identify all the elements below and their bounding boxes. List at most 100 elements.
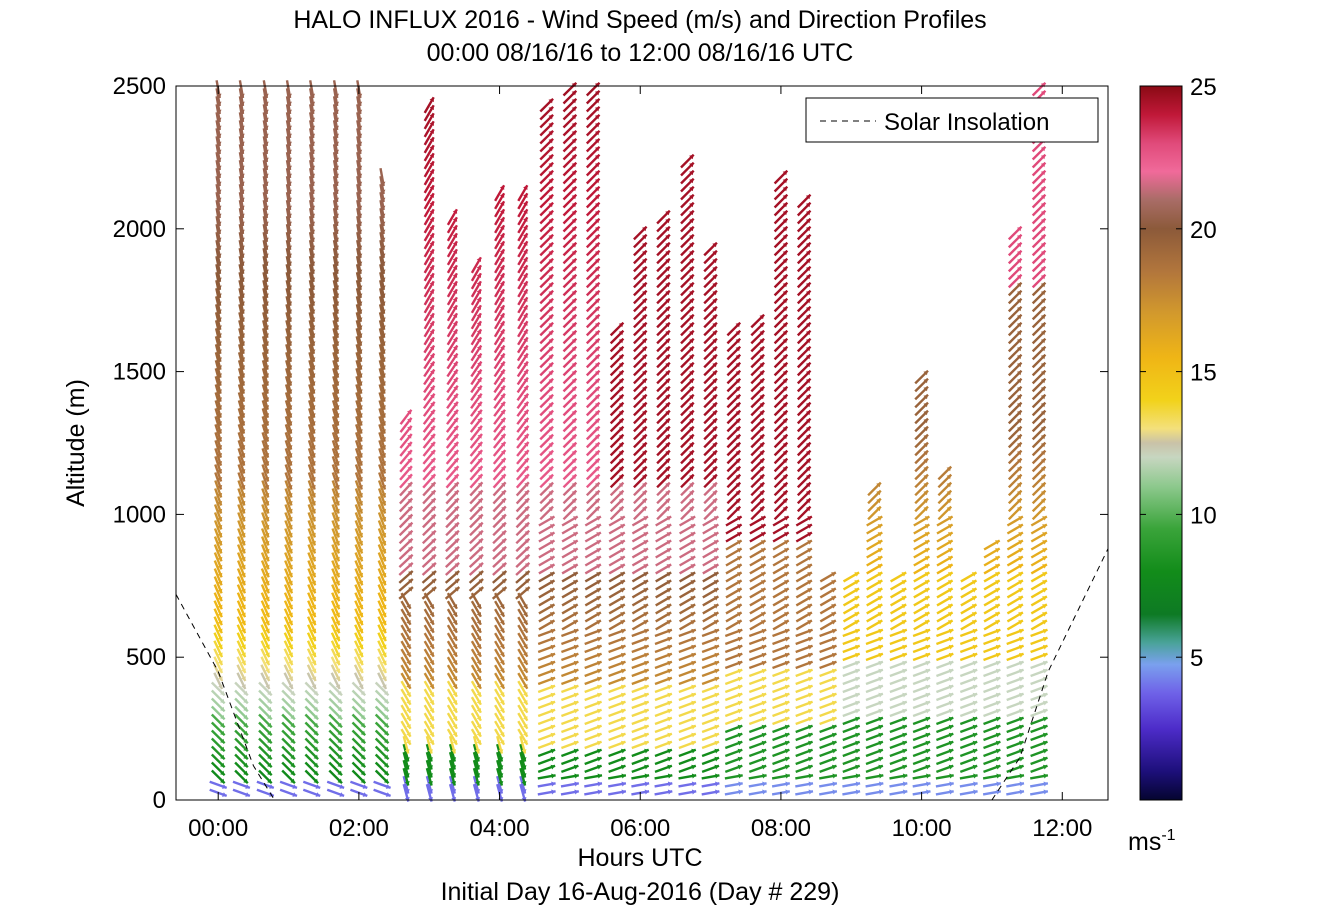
wind-arrow-head: [501, 522, 506, 528]
wind-arrow-head: [712, 378, 717, 384]
wind-arrow-head: [805, 418, 811, 424]
wind-arrow-head: [523, 385, 528, 391]
x-tick-label: 10:00: [892, 815, 952, 842]
wind-arrow-head: [290, 714, 295, 720]
wind-arrow-head: [1040, 178, 1046, 184]
wind-arrow-head: [406, 676, 411, 681]
wind-arrow-head: [618, 386, 624, 392]
wind-arrow-head: [736, 556, 742, 561]
wind-arrow-head: [1019, 781, 1024, 787]
wind-arrow-head: [310, 173, 316, 178]
wind-arrow-head: [923, 434, 928, 440]
wind-arrow-head: [310, 205, 316, 210]
wind-arrow-head: [478, 562, 483, 568]
wind-arrow-head: [404, 789, 410, 794]
wind-arrow-head: [452, 297, 458, 302]
wind-arrow-head: [451, 781, 457, 786]
wind-arrow-head: [310, 125, 316, 130]
wind-arrow-head: [948, 756, 954, 762]
wind-arrow-head: [947, 532, 953, 537]
wind-arrow-head: [267, 778, 272, 784]
wind-arrow-head: [380, 213, 386, 218]
wind-arrow-head: [335, 508, 340, 514]
wind-arrow-head: [310, 149, 316, 154]
wind-arrow-head: [644, 692, 649, 698]
wind-arrow-head: [453, 353, 458, 359]
wind-arrow-head: [665, 418, 670, 424]
wind-arrow-head: [523, 628, 528, 633]
wind-arrow-head: [689, 338, 694, 344]
wind-arrow-head: [712, 258, 717, 264]
wind-arrow-head: [995, 644, 1001, 650]
wind-arrow-head: [429, 329, 434, 335]
wind-arrow-head: [240, 349, 246, 354]
wind-arrow-head: [245, 792, 250, 797]
wind-arrow-head: [334, 245, 339, 250]
wind-arrow-head: [596, 604, 601, 609]
x-axis-label: Hours UTC: [577, 844, 702, 872]
wind-arrow-head: [946, 466, 952, 472]
wind-arrow-head: [805, 386, 811, 392]
wind-arrow-head: [263, 173, 269, 178]
wind-arrow-head: [429, 337, 434, 343]
wind-arrow-head: [594, 322, 600, 328]
wind-arrow-head: [381, 476, 387, 482]
wind-arrow-head: [808, 708, 813, 714]
wind-arrow-head: [782, 378, 788, 384]
wind-arrow-head: [548, 410, 554, 416]
wind-arrow-head: [618, 466, 624, 472]
wind-arrow-head: [311, 564, 316, 570]
wind-arrow-head: [267, 730, 272, 736]
wind-arrow-head: [548, 98, 554, 104]
wind-arrow-head: [665, 378, 670, 384]
wind-arrow-head: [429, 153, 434, 158]
wind-arrow-head: [313, 778, 319, 784]
wind-arrow-head: [712, 266, 717, 272]
colorbar-tick-label: 20: [1190, 217, 1217, 244]
wind-arrow-head: [265, 612, 270, 618]
wind-arrow-head: [923, 490, 928, 496]
wind-arrow-head: [1042, 756, 1048, 762]
wind-arrow-head: [357, 269, 363, 274]
wind-arrow-head: [243, 738, 248, 744]
wind-arrow-head: [667, 732, 672, 738]
wind-arrow-head: [286, 117, 292, 122]
wind-arrow-head: [287, 397, 293, 402]
wind-arrow-head: [878, 636, 883, 642]
wind-arrow-head: [217, 437, 223, 442]
wind-arrow-head: [286, 181, 292, 186]
wind-arrow-head: [311, 636, 317, 642]
wind-arrow-head: [855, 732, 860, 738]
wind-arrow-head: [500, 369, 505, 375]
wind-arrow-head: [995, 684, 1001, 690]
wind-arrow-head: [618, 458, 624, 464]
wind-arrow-head: [620, 636, 626, 642]
wind-arrow-head: [808, 700, 813, 706]
wind-arrow-head: [452, 724, 458, 729]
wind-arrow-head: [735, 426, 741, 432]
wind-arrow-head: [453, 450, 459, 455]
wind-arrow-head: [523, 297, 528, 302]
wind-arrow-head: [267, 722, 272, 728]
wind-arrow-head: [1016, 306, 1022, 312]
wind-arrow-head: [1019, 644, 1024, 650]
wind-arrow-head: [1018, 532, 1023, 537]
wind-arrow-head: [430, 490, 436, 495]
wind-arrow-head: [855, 636, 860, 642]
wind-arrow-head: [691, 684, 696, 690]
wind-arrow-head: [667, 676, 672, 682]
wind-arrow-head: [477, 361, 482, 367]
wind-arrow-head: [713, 604, 719, 609]
wind-arrow-head: [760, 596, 766, 601]
wind-arrow-head: [831, 604, 836, 609]
wind-arrow-head: [334, 484, 340, 490]
wind-arrow-head: [877, 588, 883, 593]
wind-arrow-head: [334, 277, 340, 282]
wind-arrow-head: [264, 516, 270, 522]
wind-arrow-head: [995, 548, 1000, 553]
wind-arrow-head: [995, 724, 1001, 730]
wind-arrow-head: [337, 762, 342, 768]
wind-arrow-head: [573, 684, 579, 690]
wind-arrow-head: [735, 490, 741, 496]
wind-arrow-head: [620, 668, 626, 674]
